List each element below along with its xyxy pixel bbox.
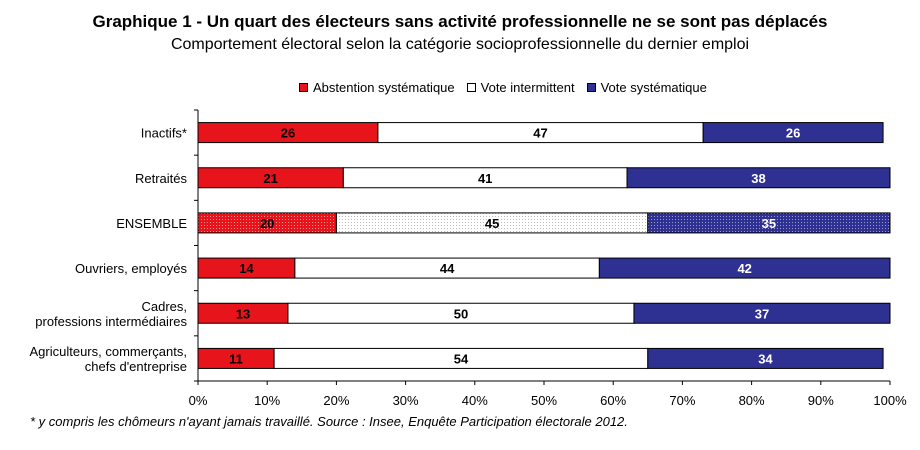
category-label-3-0: Ouvriers, employés (75, 261, 187, 276)
data-label-abstention-2: 20 (260, 216, 274, 231)
bar-systematique-3 (598, 257, 891, 279)
x-tick-label-10: 100% (873, 393, 907, 408)
category-label-5-1: chefs d'entreprise (85, 359, 187, 374)
legend-swatch-intermittent (466, 83, 476, 92)
legend-label-abstention: Abstention systématique (313, 80, 455, 95)
legend-item-systematique: Vote systématique (586, 80, 707, 95)
x-tick-label-8: 80% (739, 393, 765, 408)
chart-subtitle: Comportement électoral selon la catégori… (170, 36, 750, 53)
data-label-abstention-3: 14 (239, 261, 254, 276)
data-label-abstention-1: 21 (263, 171, 277, 186)
x-tick-label-7: 70% (669, 393, 695, 408)
data-label-systematique-0: 26 (786, 126, 800, 141)
x-tick-label-5: 50% (531, 393, 557, 408)
category-label-5-0: Agriculteurs, commerçants, (30, 344, 188, 359)
bar-systematique-0 (702, 122, 884, 144)
data-label-intermittent-2: 45 (485, 216, 499, 231)
category-label-4-1: professions intermédiaires (35, 314, 187, 329)
data-label-intermittent-3: 44 (440, 261, 455, 276)
x-tick-label-6: 60% (600, 393, 626, 408)
legend-item-abstention: Abstention systématique (299, 80, 455, 95)
data-label-abstention-0: 26 (281, 126, 295, 141)
category-label-1-0: Retraités (135, 171, 188, 186)
category-label-4-0: Cadres, (141, 299, 187, 314)
legend-label-intermittent: Vote intermittent (480, 80, 575, 95)
data-label-systematique-4: 37 (755, 306, 769, 321)
bar-systematique-2 (647, 212, 891, 234)
data-label-intermittent-0: 47 (533, 126, 547, 141)
legend-swatch-abstention (299, 83, 308, 92)
category-label-2-0: ENSEMBLE (116, 216, 187, 231)
category-label-0-0: Inactifs* (141, 126, 187, 141)
x-tick-label-4: 40% (462, 393, 488, 408)
legend-item-intermittent: Vote intermittent (466, 80, 575, 95)
data-label-intermittent-4: 50 (454, 306, 468, 321)
x-tick-label-9: 90% (808, 393, 834, 408)
data-label-abstention-4: 13 (236, 306, 250, 321)
x-tick-label-0: 0% (189, 393, 208, 408)
bar-systematique-5 (647, 347, 884, 369)
plot-area: 26 47 26 Inactifs* 21 41 38 Retraités 20 45 35 ENSE… (30, 109, 907, 408)
bar-systematique-1 (626, 167, 891, 189)
data-label-systematique-1: 38 (751, 171, 765, 186)
legend-swatch-systematique (586, 83, 596, 92)
chart-title: Graphique 1 - Un quart des électeurs san… (92, 12, 828, 31)
x-tick-label-1: 10% (254, 393, 280, 408)
chart-footnote: * y compris les chômeurs n'ayant jamais … (30, 414, 628, 429)
data-label-systematique-3: 42 (737, 261, 751, 276)
legend-label-systematique: Vote systématique (600, 80, 707, 95)
data-label-systematique-5: 34 (758, 351, 773, 366)
data-label-abstention-5: 11 (229, 351, 243, 366)
data-label-systematique-2: 35 (762, 216, 776, 231)
data-label-intermittent-1: 41 (478, 171, 492, 186)
x-tick-label-3: 30% (393, 393, 419, 408)
bar-systematique-4 (633, 302, 891, 324)
data-label-intermittent-5: 54 (454, 351, 469, 366)
chart-legend: Abstention systématique Vote intermitten… (299, 80, 719, 95)
x-tick-label-2: 20% (323, 393, 349, 408)
